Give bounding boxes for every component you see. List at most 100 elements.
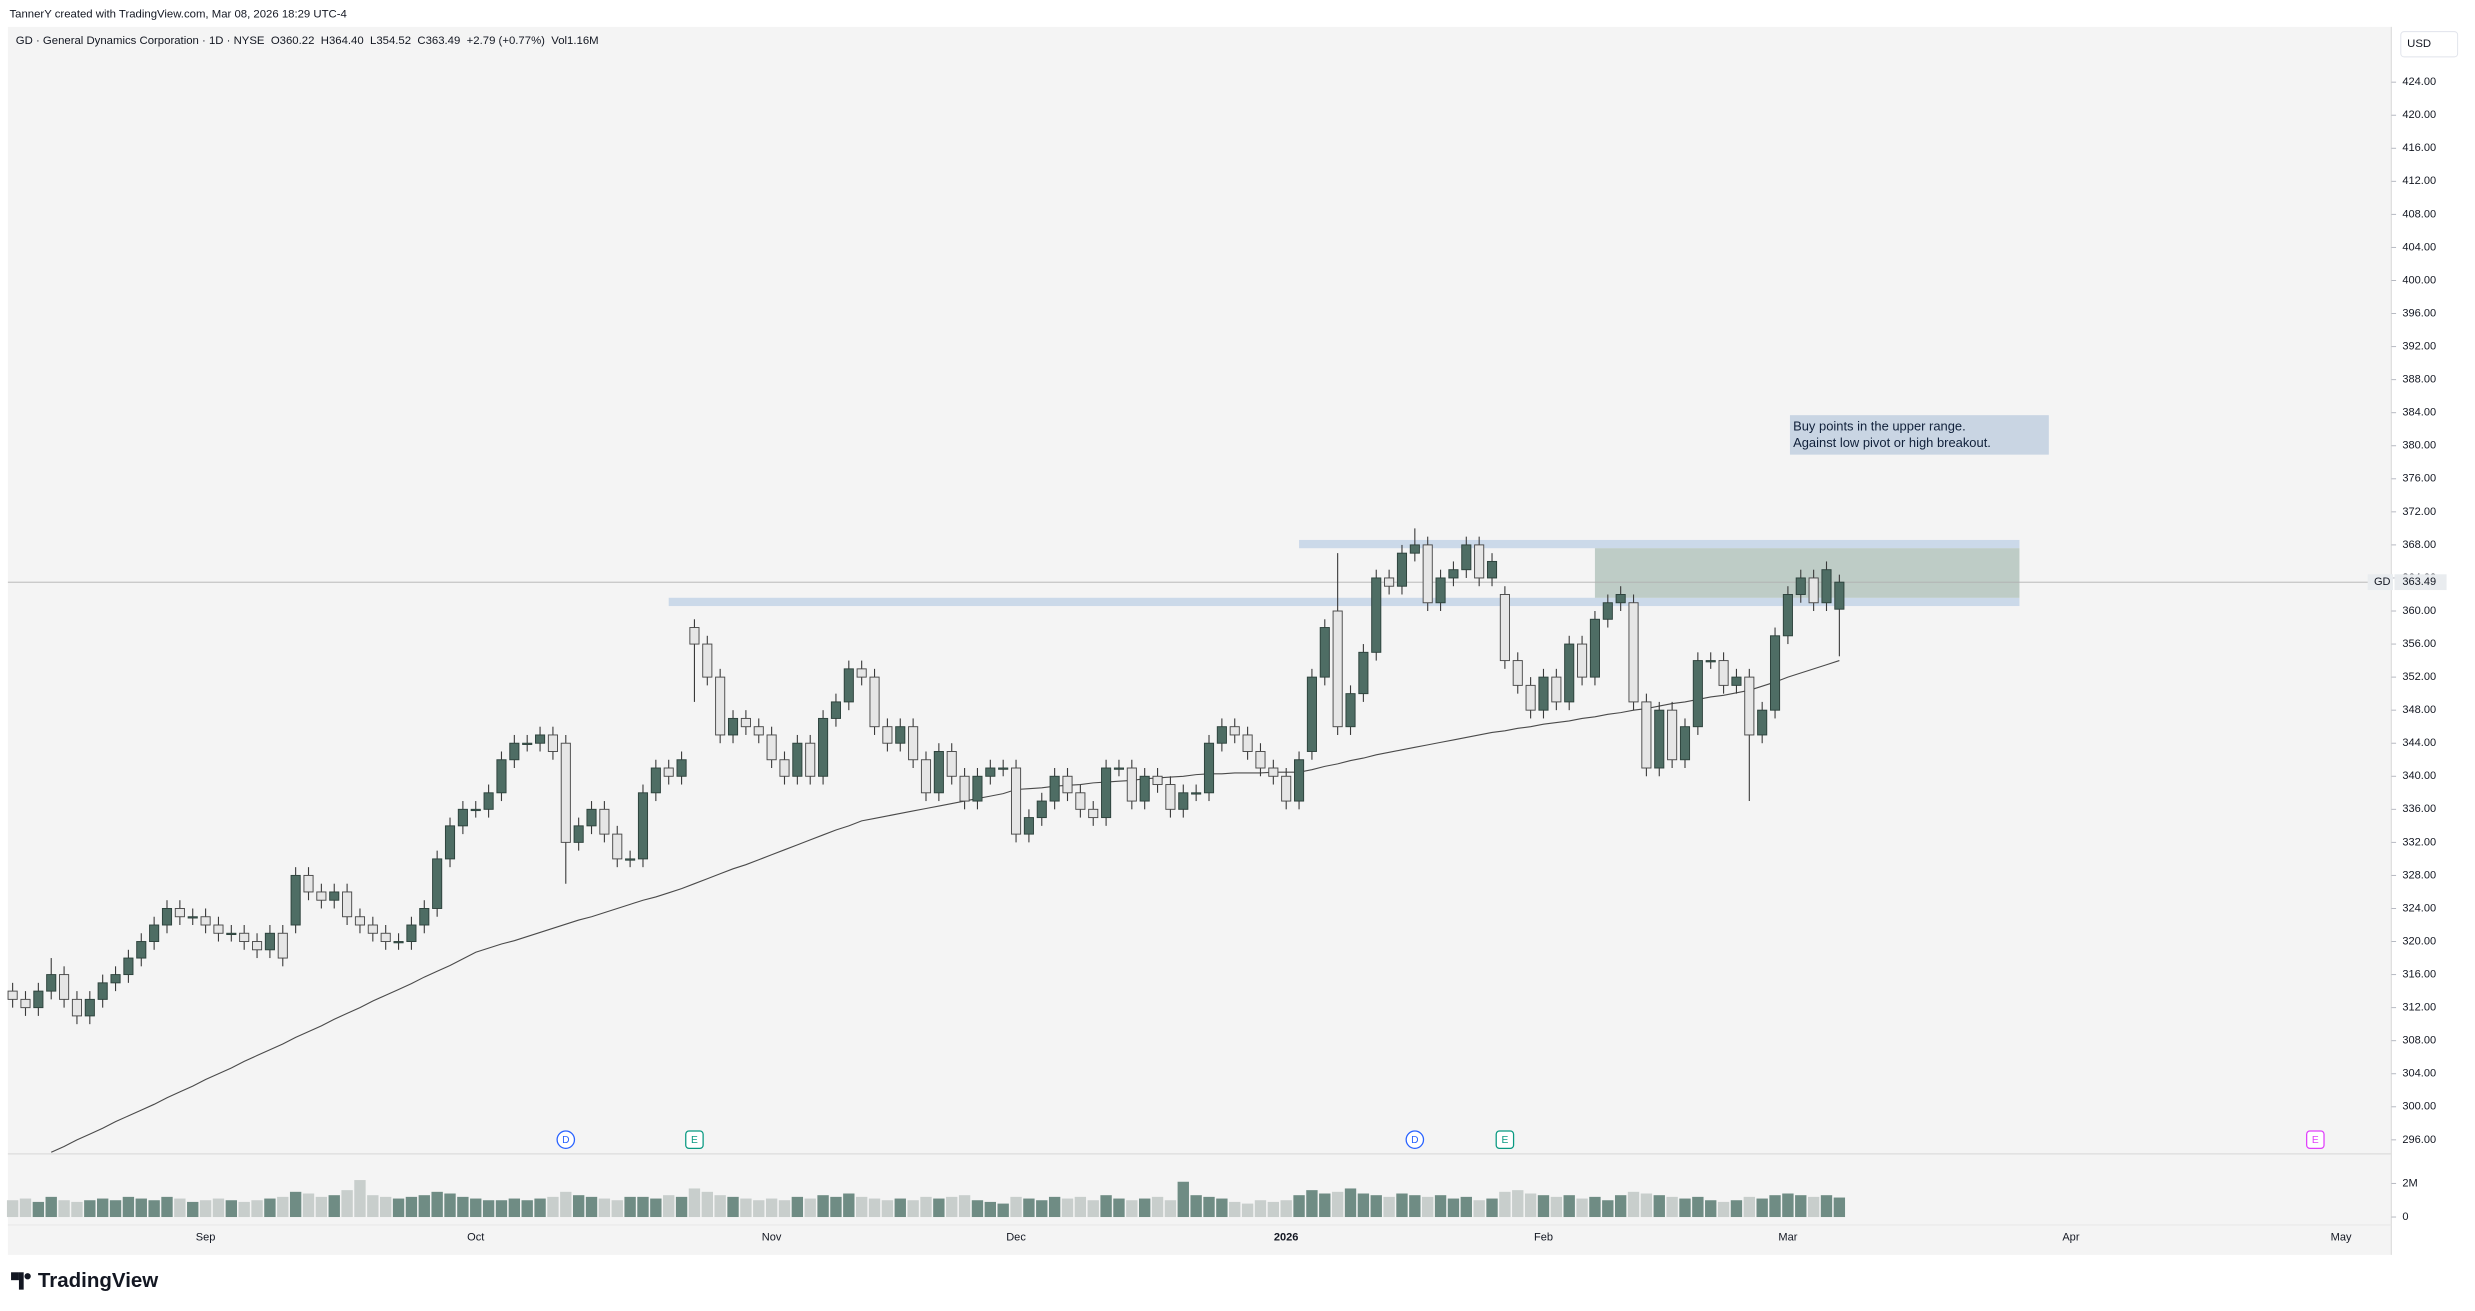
candle-body [998, 767, 1009, 770]
candle-body [1306, 676, 1317, 752]
candle-body [393, 941, 404, 944]
candle-body [509, 742, 520, 761]
price-tag: 363.49 [2402, 576, 2436, 588]
volume-bar [778, 1200, 791, 1218]
candle-body [1538, 676, 1549, 711]
y-tick-label: 384.00 [2402, 407, 2436, 419]
volume-bar [1010, 1196, 1022, 1218]
event-label: E [691, 1135, 698, 1146]
candle-body [200, 916, 211, 926]
candle-body [689, 627, 700, 645]
candle-body [1551, 676, 1562, 703]
candle-body [1126, 767, 1137, 802]
candle-body [1062, 775, 1073, 794]
y-tick-label: 340.00 [2402, 770, 2436, 782]
y-tick-label: 412.00 [2402, 175, 2436, 187]
volume-bar [1486, 1198, 1498, 1218]
candle-body [625, 858, 636, 861]
candle-body [432, 858, 443, 909]
volume-bar [1614, 1195, 1627, 1218]
candle-body [1757, 709, 1768, 736]
volume-bar [1370, 1195, 1382, 1218]
plot-background [7, 26, 2392, 1255]
volume-bar [1653, 1195, 1665, 1218]
candle-body [1409, 544, 1420, 554]
candle-body [1203, 742, 1215, 794]
candle-body [1602, 602, 1613, 620]
candle-body [1396, 552, 1408, 587]
y-tick-label: 296.00 [2402, 1134, 2436, 1146]
volume-bar [495, 1200, 508, 1218]
x-tick-label: Dec [1006, 1231, 1026, 1243]
candle-body [1294, 759, 1305, 802]
candle-body [84, 998, 95, 1017]
candle-body [1448, 569, 1459, 579]
y-tick-label: 356.00 [2402, 638, 2436, 650]
volume-bar [1113, 1198, 1125, 1218]
volume-bar [585, 1196, 598, 1218]
candle-body [522, 742, 533, 745]
volume-bar [1576, 1198, 1588, 1218]
volume-bar [1319, 1193, 1331, 1218]
volume-bar [328, 1195, 340, 1218]
volume-bar [1254, 1200, 1267, 1218]
volume-bar [984, 1201, 996, 1218]
candle-body [226, 932, 237, 936]
event-label: E [1501, 1135, 1508, 1146]
volume-bar [894, 1198, 906, 1218]
volume-bar [1730, 1200, 1743, 1218]
volume-bar [1126, 1200, 1138, 1218]
candle-body [818, 717, 829, 777]
candle-body [264, 932, 275, 951]
volume-bar [881, 1200, 894, 1218]
candle-body [1834, 581, 1845, 610]
volume-bar [1048, 1196, 1061, 1218]
volume-bar [508, 1198, 521, 1218]
candle-body [856, 668, 867, 678]
candle-body [342, 891, 353, 918]
candle-body [1023, 817, 1034, 835]
volume-bar [187, 1201, 199, 1218]
candle-body [1242, 734, 1253, 752]
volume-bar [315, 1196, 328, 1218]
volume-bar [199, 1200, 212, 1218]
volume-bar [1036, 1200, 1048, 1218]
price-zone [1594, 548, 2020, 598]
candle-body [1010, 767, 1022, 835]
candle-body [1178, 792, 1189, 810]
volume-bar [1717, 1201, 1730, 1218]
volume-bar [1357, 1193, 1370, 1218]
volume-bar [354, 1180, 366, 1218]
candle-body [1358, 651, 1369, 695]
volume-bar [946, 1196, 958, 1218]
volume-bar [161, 1196, 173, 1218]
candle-body [1345, 693, 1356, 728]
volume-bar [32, 1201, 45, 1218]
volume-bar [135, 1198, 147, 1218]
candle-body [1486, 560, 1498, 579]
y-tick-label: 424.00 [2402, 76, 2436, 88]
volume-bar [1743, 1196, 1755, 1218]
volume-bar [1087, 1200, 1099, 1218]
legend-value: C363.49 [417, 35, 460, 47]
candle-body [1461, 544, 1472, 571]
volume-bar [418, 1195, 430, 1218]
volume-bar [1679, 1198, 1691, 1218]
candle-body [59, 974, 70, 1000]
volume-bar [1267, 1201, 1280, 1218]
candle-body [1718, 660, 1729, 686]
volume-bar [624, 1196, 636, 1218]
volume-bar [1640, 1193, 1653, 1218]
candle-body [444, 825, 456, 860]
event-marker [1405, 1130, 1425, 1150]
candle-body [1255, 751, 1266, 769]
price-tag-name-box [2367, 574, 2393, 591]
volume-bar [225, 1200, 238, 1218]
candle-body [1165, 784, 1176, 810]
candle-body [1692, 660, 1703, 728]
volume-bar [1756, 1198, 1768, 1218]
volume-bar [1550, 1196, 1563, 1218]
candle-body [599, 808, 610, 835]
volume-bar [212, 1198, 225, 1218]
